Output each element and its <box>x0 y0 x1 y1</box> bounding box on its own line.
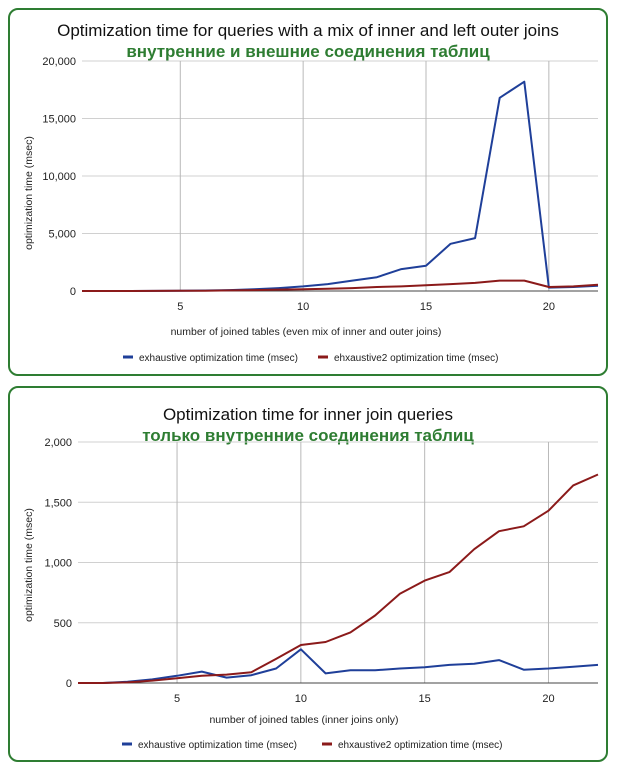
x-tick-label: 15 <box>419 693 431 705</box>
x-tick-label: 5 <box>177 301 183 313</box>
legend-label-exhaustive: exhaustive optimization time (msec) <box>138 740 297 751</box>
y-tick-label: 15,000 <box>42 114 76 126</box>
series-lines <box>82 80 599 292</box>
legend-label-ehxaustive2: ehxaustive2 optimization time (msec) <box>334 353 499 364</box>
chart-panel-inner-joins: Optimization time for inner join queries… <box>8 386 608 762</box>
y-tick-label: 2,000 <box>44 437 72 449</box>
y-tick-label: 1,000 <box>44 558 72 570</box>
gridlines <box>78 441 598 684</box>
x-tick-label: 10 <box>297 301 309 313</box>
chart-panel-mixed-joins: Optimization time for queries with a mix… <box>8 8 608 376</box>
x-axis-label: number of joined tables (even mix of inn… <box>171 326 442 338</box>
chart-title: Optimization time for inner join queries <box>163 405 453 424</box>
y-tick-label: 500 <box>54 618 72 630</box>
x-tick-label: 20 <box>542 693 554 705</box>
chart-subtitle: только внутренние соединения таблиц <box>142 426 474 445</box>
y-tick-label: 1,500 <box>44 497 72 509</box>
y-tick-label: 0 <box>70 286 76 298</box>
series-lines <box>78 473 599 684</box>
chart-subtitle: внутренние и внешние соединения таблиц <box>126 42 490 61</box>
x-tick-label: 20 <box>543 301 555 313</box>
series-line-exhaustive <box>78 648 599 684</box>
legend-label-exhaustive: exhaustive optimization time (msec) <box>139 353 298 364</box>
series-line-exhaustive <box>82 80 599 292</box>
chart-mixed-joins: Optimization time for queries with a mix… <box>23 21 599 364</box>
chart-title: Optimization time for queries with a mix… <box>57 21 559 40</box>
y-axis-label: optimization time (msec) <box>23 508 35 622</box>
legend-label-ehxaustive2: ehxaustive2 optimization time (msec) <box>338 740 503 751</box>
y-tick-label: 20,000 <box>42 56 76 68</box>
x-axis-label: number of joined tables (inner joins onl… <box>209 714 398 726</box>
series-line-ehxaustive2 <box>82 279 599 292</box>
x-tick-label: 15 <box>420 301 432 313</box>
gridlines <box>82 60 598 292</box>
legend: exhaustive optimization time (msec) ehxa… <box>123 353 499 364</box>
x-tick-label: 10 <box>295 693 307 705</box>
y-tick-label: 5,000 <box>48 229 76 241</box>
tick-labels: 0 5,000 10,000 15,000 20,000 5 10 15 20 <box>42 56 555 313</box>
y-tick-label: 0 <box>66 678 72 690</box>
legend: exhaustive optimization time (msec) ehxa… <box>122 740 503 751</box>
chart-inner-joins: Optimization time for inner join queries… <box>23 405 599 751</box>
series-line-ehxaustive2 <box>78 473 599 684</box>
y-tick-label: 10,000 <box>42 171 76 183</box>
y-axis-label: optimization time (msec) <box>23 136 35 250</box>
tick-labels: 0 500 1,000 1,500 2,000 5 10 15 20 <box>44 437 554 705</box>
x-tick-label: 5 <box>174 693 180 705</box>
